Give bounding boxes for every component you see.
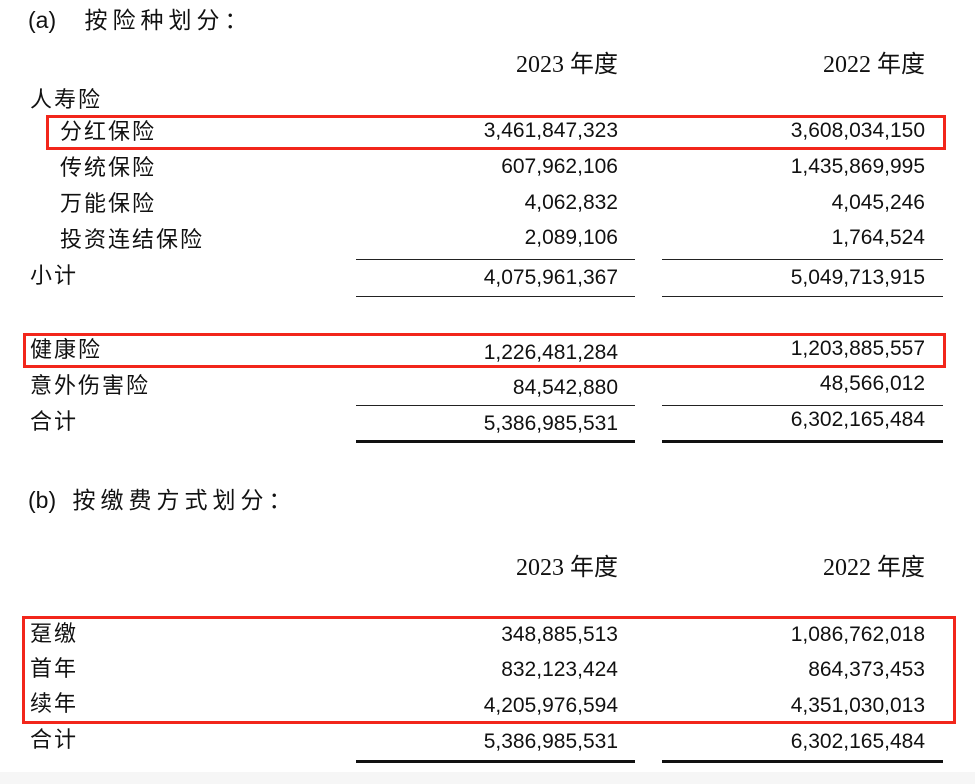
value-2022: 1,764,524 [831, 226, 925, 249]
row-label: 趸缴 [30, 622, 79, 647]
value-2023: 3,461,847,323 [483, 119, 618, 142]
total-2023: 5,386,985,531 [483, 730, 618, 753]
subtotal-bottom-rule [662, 296, 943, 297]
row-label: 传统保险 [60, 156, 157, 181]
highlight-box-dividend-insurance [46, 115, 946, 150]
value-2023: 84,542,880 [512, 376, 618, 399]
total-bottom-rule [356, 760, 635, 763]
page-bottom-strip [0, 772, 975, 784]
column-header-2022: 2022 年度 [823, 52, 925, 78]
value-2022: 4,045,246 [831, 191, 925, 214]
column-header-2023: 2023 年度 [516, 52, 618, 78]
row-label: 分红保险 [60, 120, 157, 145]
value-2022: 4,351,030,013 [790, 694, 925, 717]
value-2023: 4,062,832 [524, 191, 618, 214]
section-b-title: 按缴费方式划分： [72, 487, 297, 513]
section-b-tag: (b) [28, 487, 57, 513]
subtotal-label: 小计 [30, 264, 79, 289]
total-2022: 6,302,165,484 [790, 408, 925, 431]
subtotal-top-rule [356, 259, 635, 260]
row-label: 投资连结保险 [60, 228, 205, 253]
subtotal-2023: 4,075,961,367 [483, 266, 618, 289]
value-2022: 48,566,012 [819, 372, 925, 395]
value-2023: 4,205,976,594 [483, 694, 618, 717]
value-2023: 607,962,106 [501, 155, 618, 178]
column-header-2022: 2022 年度 [823, 555, 925, 581]
subtotal-2022: 5,049,713,915 [790, 266, 925, 289]
value-2022: 1,435,869,995 [790, 155, 925, 178]
value-2023: 2,089,106 [524, 226, 618, 249]
row-label: 续年 [30, 692, 79, 717]
total-top-rule [356, 405, 635, 406]
highlight-box-health-insurance [23, 333, 946, 368]
value-2022: 1,203,885,557 [790, 337, 925, 360]
total-top-rule [662, 405, 943, 406]
value-2022: 1,086,762,018 [790, 623, 925, 646]
value-2023: 348,885,513 [501, 623, 618, 646]
total-bottom-rule [662, 760, 943, 763]
value-2023: 1,226,481,284 [483, 341, 618, 364]
row-label: 首年 [30, 657, 79, 682]
row-label: 万能保险 [60, 192, 157, 217]
subtotal-top-rule [662, 259, 943, 260]
value-2022: 3,608,034,150 [790, 119, 925, 142]
total-label: 合计 [30, 410, 79, 435]
total-2022: 6,302,165,484 [790, 730, 925, 753]
section-b-heading: (b) 按缴费方式划分： [28, 486, 297, 514]
row-label: 意外伤害险 [30, 374, 151, 399]
highlight-box-payment-methods [22, 616, 956, 724]
total-label: 合计 [30, 728, 79, 753]
section-a-tag: (a) [28, 7, 57, 33]
subtotal-bottom-rule [356, 296, 635, 297]
total-bottom-rule [662, 440, 943, 443]
row-label: 健康险 [30, 338, 103, 363]
total-bottom-rule [356, 440, 635, 443]
value-2022: 864,373,453 [808, 658, 925, 681]
value-2023: 832,123,424 [501, 658, 618, 681]
section-a-heading: (a) 按险种划分： [28, 6, 253, 34]
total-2023: 5,386,985,531 [483, 412, 618, 435]
column-header-2023: 2023 年度 [516, 555, 618, 581]
section-a-title: 按险种划分： [84, 7, 253, 33]
group-label-life-insurance: 人寿险 [30, 88, 103, 113]
